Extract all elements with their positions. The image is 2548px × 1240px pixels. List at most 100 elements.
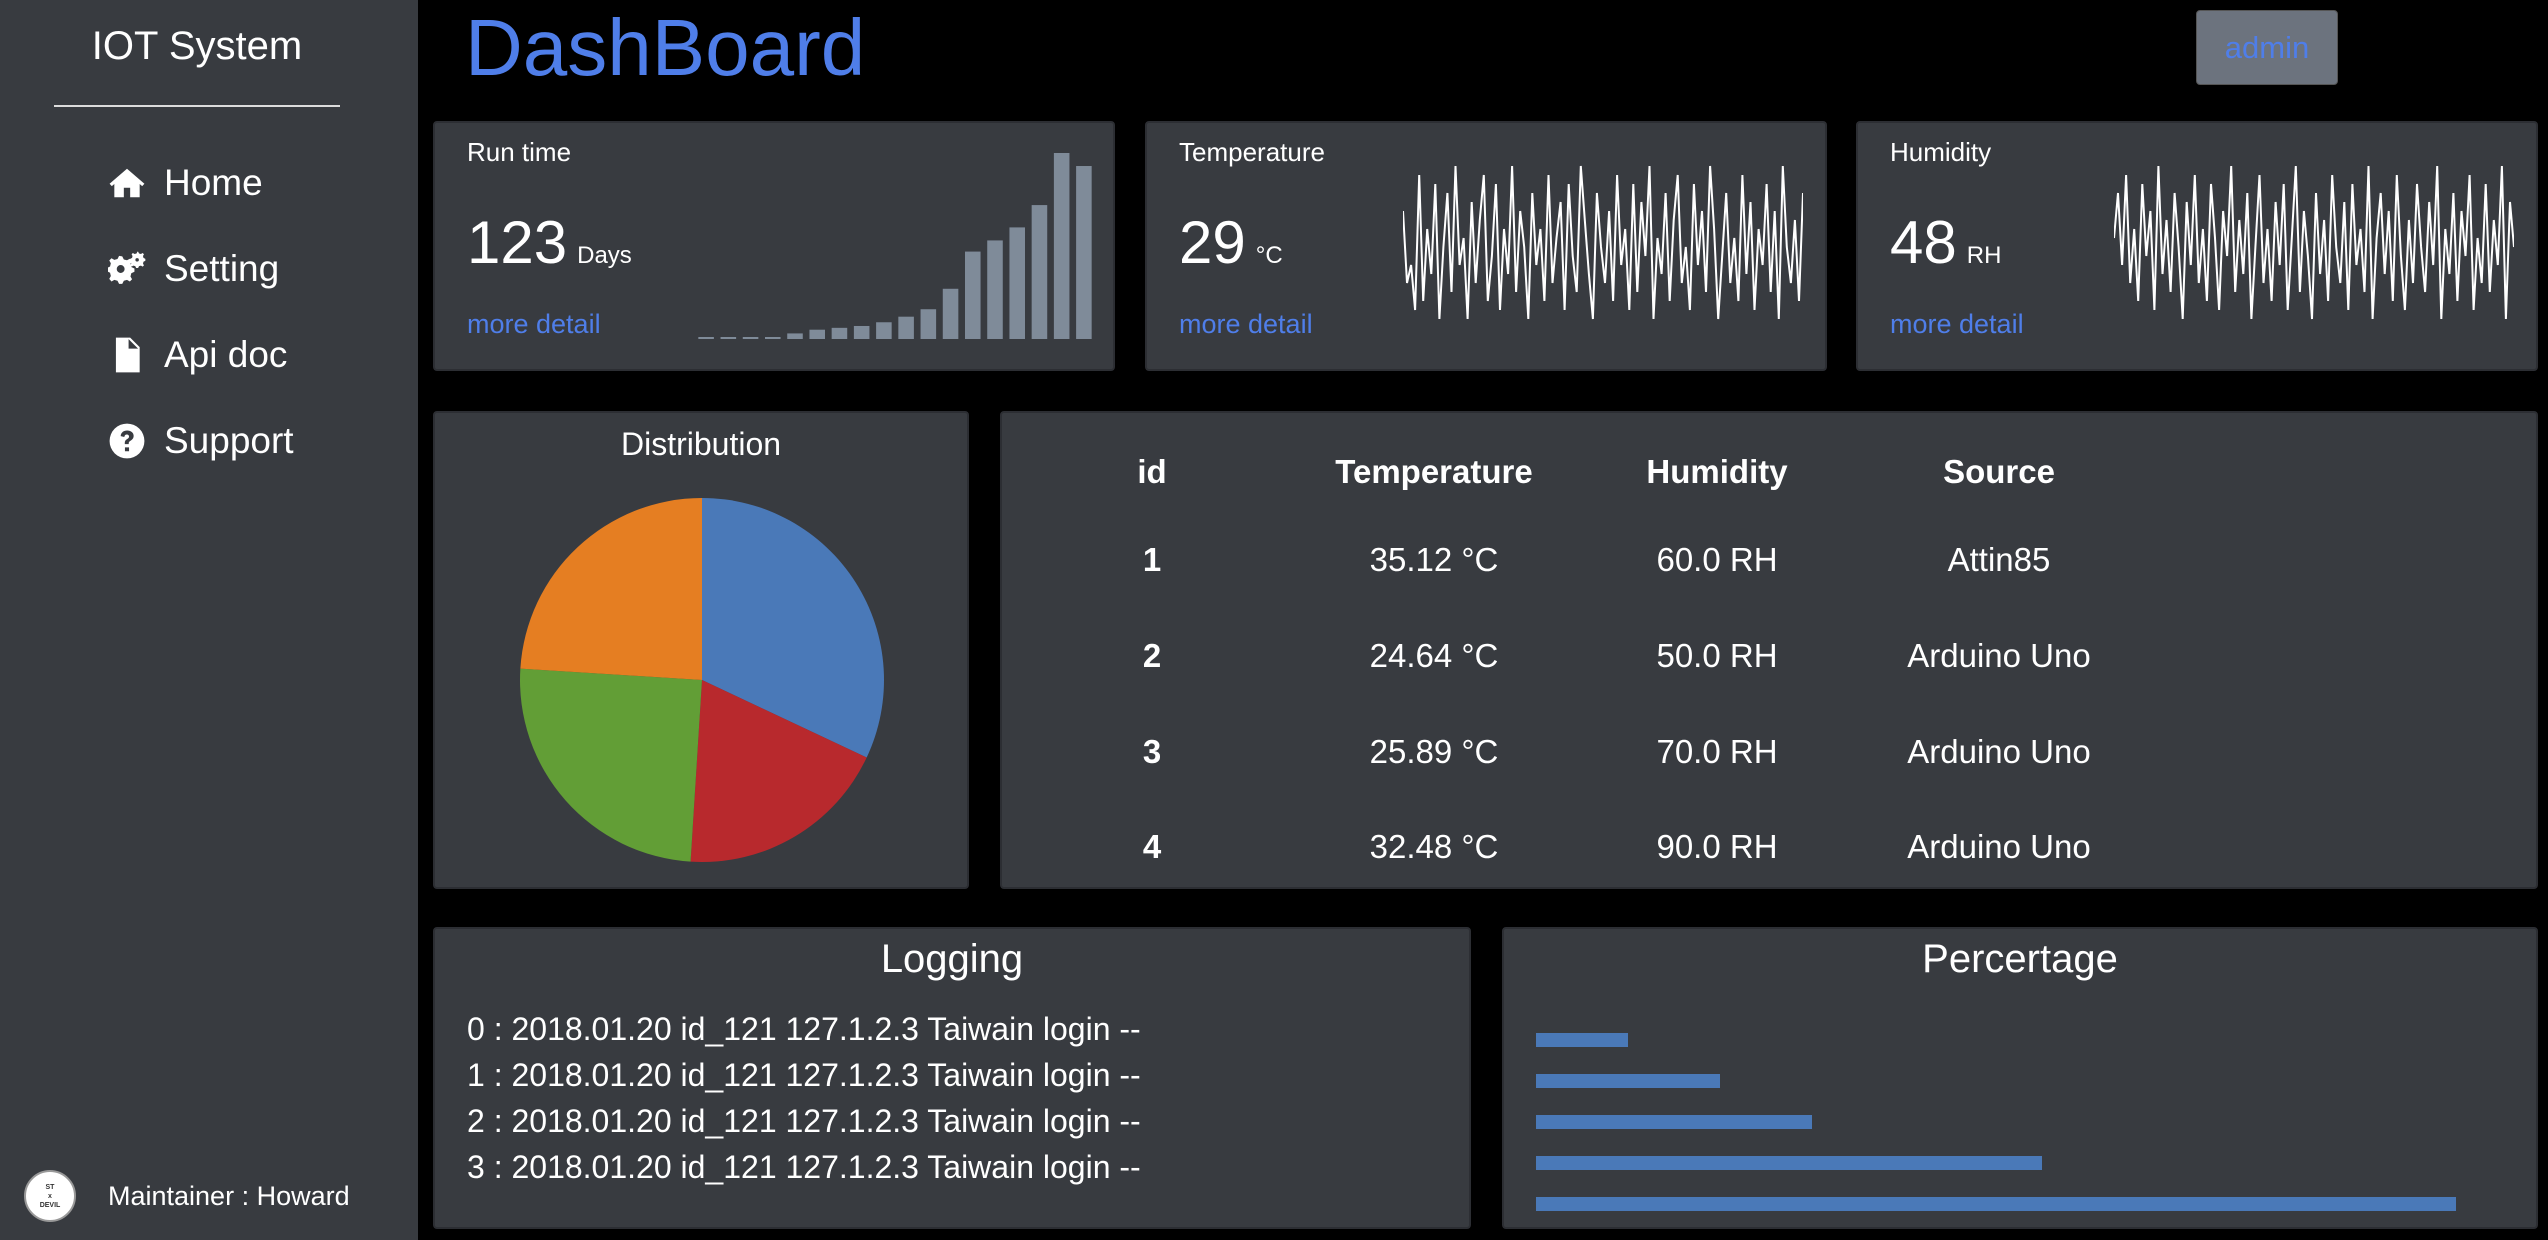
- runtime-bar: [1053, 153, 1070, 339]
- avatar: ST x DEVIL: [24, 1170, 76, 1222]
- admin-button[interactable]: admin: [2196, 10, 2338, 85]
- pie-slice: [520, 498, 702, 680]
- humidity-sparkline: [2114, 165, 2514, 320]
- humidity-value: 48: [1890, 209, 1957, 276]
- page-title: DashBoard: [465, 3, 866, 92]
- table-cell-source: Arduino Uno: [1907, 828, 2091, 865]
- runtime-bar: [809, 329, 825, 339]
- runtime-bar: [898, 316, 914, 339]
- humidity-unit: RH: [1966, 242, 2002, 269]
- question-circle-icon: [109, 423, 145, 459]
- runtime-bar: [920, 309, 937, 339]
- table-cell-source: Attin85: [1947, 541, 2051, 578]
- table-cell-humidity: 50.0 RH: [1656, 637, 1778, 674]
- table-cell-temperature: 25.89 °C: [1369, 733, 1499, 770]
- temperature-unit: °C: [1255, 242, 1283, 269]
- readings-table: id Temperature Humidity Source 1 35.12 °…: [1002, 413, 2536, 887]
- temperature-label: Temperature: [1179, 137, 1325, 167]
- table-cell-temperature: 24.64 °C: [1369, 637, 1499, 674]
- runtime-bar: [942, 288, 959, 339]
- table-cell-humidity: 60.0 RH: [1656, 541, 1778, 578]
- percentage-bar: [1536, 1074, 1720, 1088]
- percentage-bar: [1536, 1033, 1628, 1047]
- brand-divider: [54, 105, 340, 107]
- percentage-card: Percertage: [1502, 927, 2538, 1229]
- runtime-bar: [698, 337, 714, 339]
- runtime-value-wrap: 123 Days: [467, 208, 632, 277]
- humidity-more-detail-link[interactable]: more detail: [1890, 309, 2024, 339]
- file-icon: [115, 337, 140, 373]
- table-header-id: id: [1137, 453, 1167, 490]
- readings-table-card: id Temperature Humidity Source 1 35.12 °…: [1000, 411, 2538, 889]
- table-cell-source: Arduino Uno: [1907, 637, 2091, 674]
- percentage-title: Percertage: [1922, 937, 2118, 981]
- runtime-more-detail-link[interactable]: more detail: [467, 309, 601, 339]
- table-cell-temperature: 35.12 °C: [1369, 541, 1499, 578]
- sidebar-item-support[interactable]: Support: [108, 411, 294, 471]
- table-cell-humidity: 70.0 RH: [1656, 733, 1778, 770]
- runtime-value: 123: [467, 209, 568, 276]
- runtime-card: Run time 123 Days more detail: [433, 121, 1115, 371]
- table-header-source: Source: [1943, 453, 2055, 490]
- humidity-series-line: [2114, 165, 2514, 320]
- runtime-bar: [1009, 227, 1025, 339]
- percentage-bar-chart: [1536, 1033, 2456, 1211]
- humidity-label: Humidity: [1890, 137, 1992, 167]
- pie-slice: [702, 498, 884, 758]
- sidebar-item-label: Home: [164, 162, 263, 203]
- sidebar-item-label: Setting: [164, 248, 280, 289]
- gears-icon: [108, 251, 146, 284]
- table-cell-id: 2: [1142, 637, 1162, 674]
- runtime-bar: [876, 322, 892, 339]
- runtime-bar-chart: [698, 153, 1092, 339]
- sidebar-item-api-doc[interactable]: Api doc: [108, 325, 287, 385]
- temperature-card: Temperature 29 °C more detail: [1145, 121, 1827, 371]
- humidity-card: Humidity 48 RH more detail: [1856, 121, 2538, 371]
- table-cell-temperature: 32.48 °C: [1369, 828, 1499, 865]
- humidity-value-wrap: 48 RH: [1890, 208, 2001, 277]
- sidebar-item-setting[interactable]: Setting: [108, 239, 279, 299]
- temperature-value: 29: [1179, 209, 1246, 276]
- table-cell-humidity: 90.0 RH: [1656, 828, 1778, 865]
- runtime-bar: [831, 327, 848, 339]
- home-icon: [109, 168, 145, 198]
- logging-title: Logging: [880, 937, 1024, 981]
- temperature-value-wrap: 29 °C: [1179, 208, 1283, 277]
- runtime-bar: [720, 337, 737, 339]
- distribution-pie-chart: [520, 498, 884, 862]
- sidebar-item-home[interactable]: Home: [108, 153, 263, 213]
- runtime-unit: Days: [577, 242, 632, 269]
- distribution-title: Distribution: [620, 426, 782, 462]
- table-cell-source: Arduino Uno: [1907, 733, 2091, 770]
- sidebar: IOT System Home Setting Api doc Support …: [0, 0, 418, 1240]
- runtime-bar: [787, 333, 803, 339]
- table-header-temperature: Temperature: [1335, 453, 1533, 490]
- runtime-bar: [853, 325, 870, 339]
- table-cell-id: 3: [1142, 733, 1162, 770]
- temperature-sparkline: [1403, 165, 1803, 320]
- table-header-humidity: Humidity: [1646, 453, 1788, 490]
- runtime-bar: [1031, 205, 1048, 339]
- runtime-bar: [965, 251, 981, 339]
- maintainer-info: ST x DEVIL Maintainer : Howard: [24, 1170, 350, 1222]
- runtime-label: Run time: [467, 137, 572, 167]
- log-line: 3 : 2018.01.20 id_121 127.1.2.3 Taiwain …: [467, 1149, 1141, 1185]
- table-cell-id: 4: [1142, 828, 1162, 865]
- brand-title: IOT System: [91, 24, 303, 68]
- runtime-bar: [742, 337, 759, 339]
- sidebar-item-label: Api doc: [164, 334, 288, 375]
- logging-card: Logging 0 : 2018.01.20 id_121 127.1.2.3 …: [433, 927, 1471, 1229]
- maintainer-label: Maintainer : Howard: [108, 1180, 350, 1211]
- temperature-more-detail-link[interactable]: more detail: [1179, 309, 1313, 339]
- runtime-bar: [987, 240, 1003, 339]
- percentage-bar: [1536, 1156, 2042, 1170]
- percentage-bar: [1536, 1115, 1812, 1129]
- runtime-bar: [1076, 166, 1092, 339]
- table-cell-id: 1: [1142, 541, 1162, 578]
- log-line: 1 : 2018.01.20 id_121 127.1.2.3 Taiwain …: [467, 1057, 1141, 1093]
- log-line: 0 : 2018.01.20 id_121 127.1.2.3 Taiwain …: [467, 1011, 1141, 1047]
- log-line: 2 : 2018.01.20 id_121 127.1.2.3 Taiwain …: [467, 1103, 1141, 1139]
- distribution-card: Distribution: [433, 411, 969, 889]
- percentage-bar: [1536, 1197, 2456, 1211]
- pie-slice: [520, 668, 702, 862]
